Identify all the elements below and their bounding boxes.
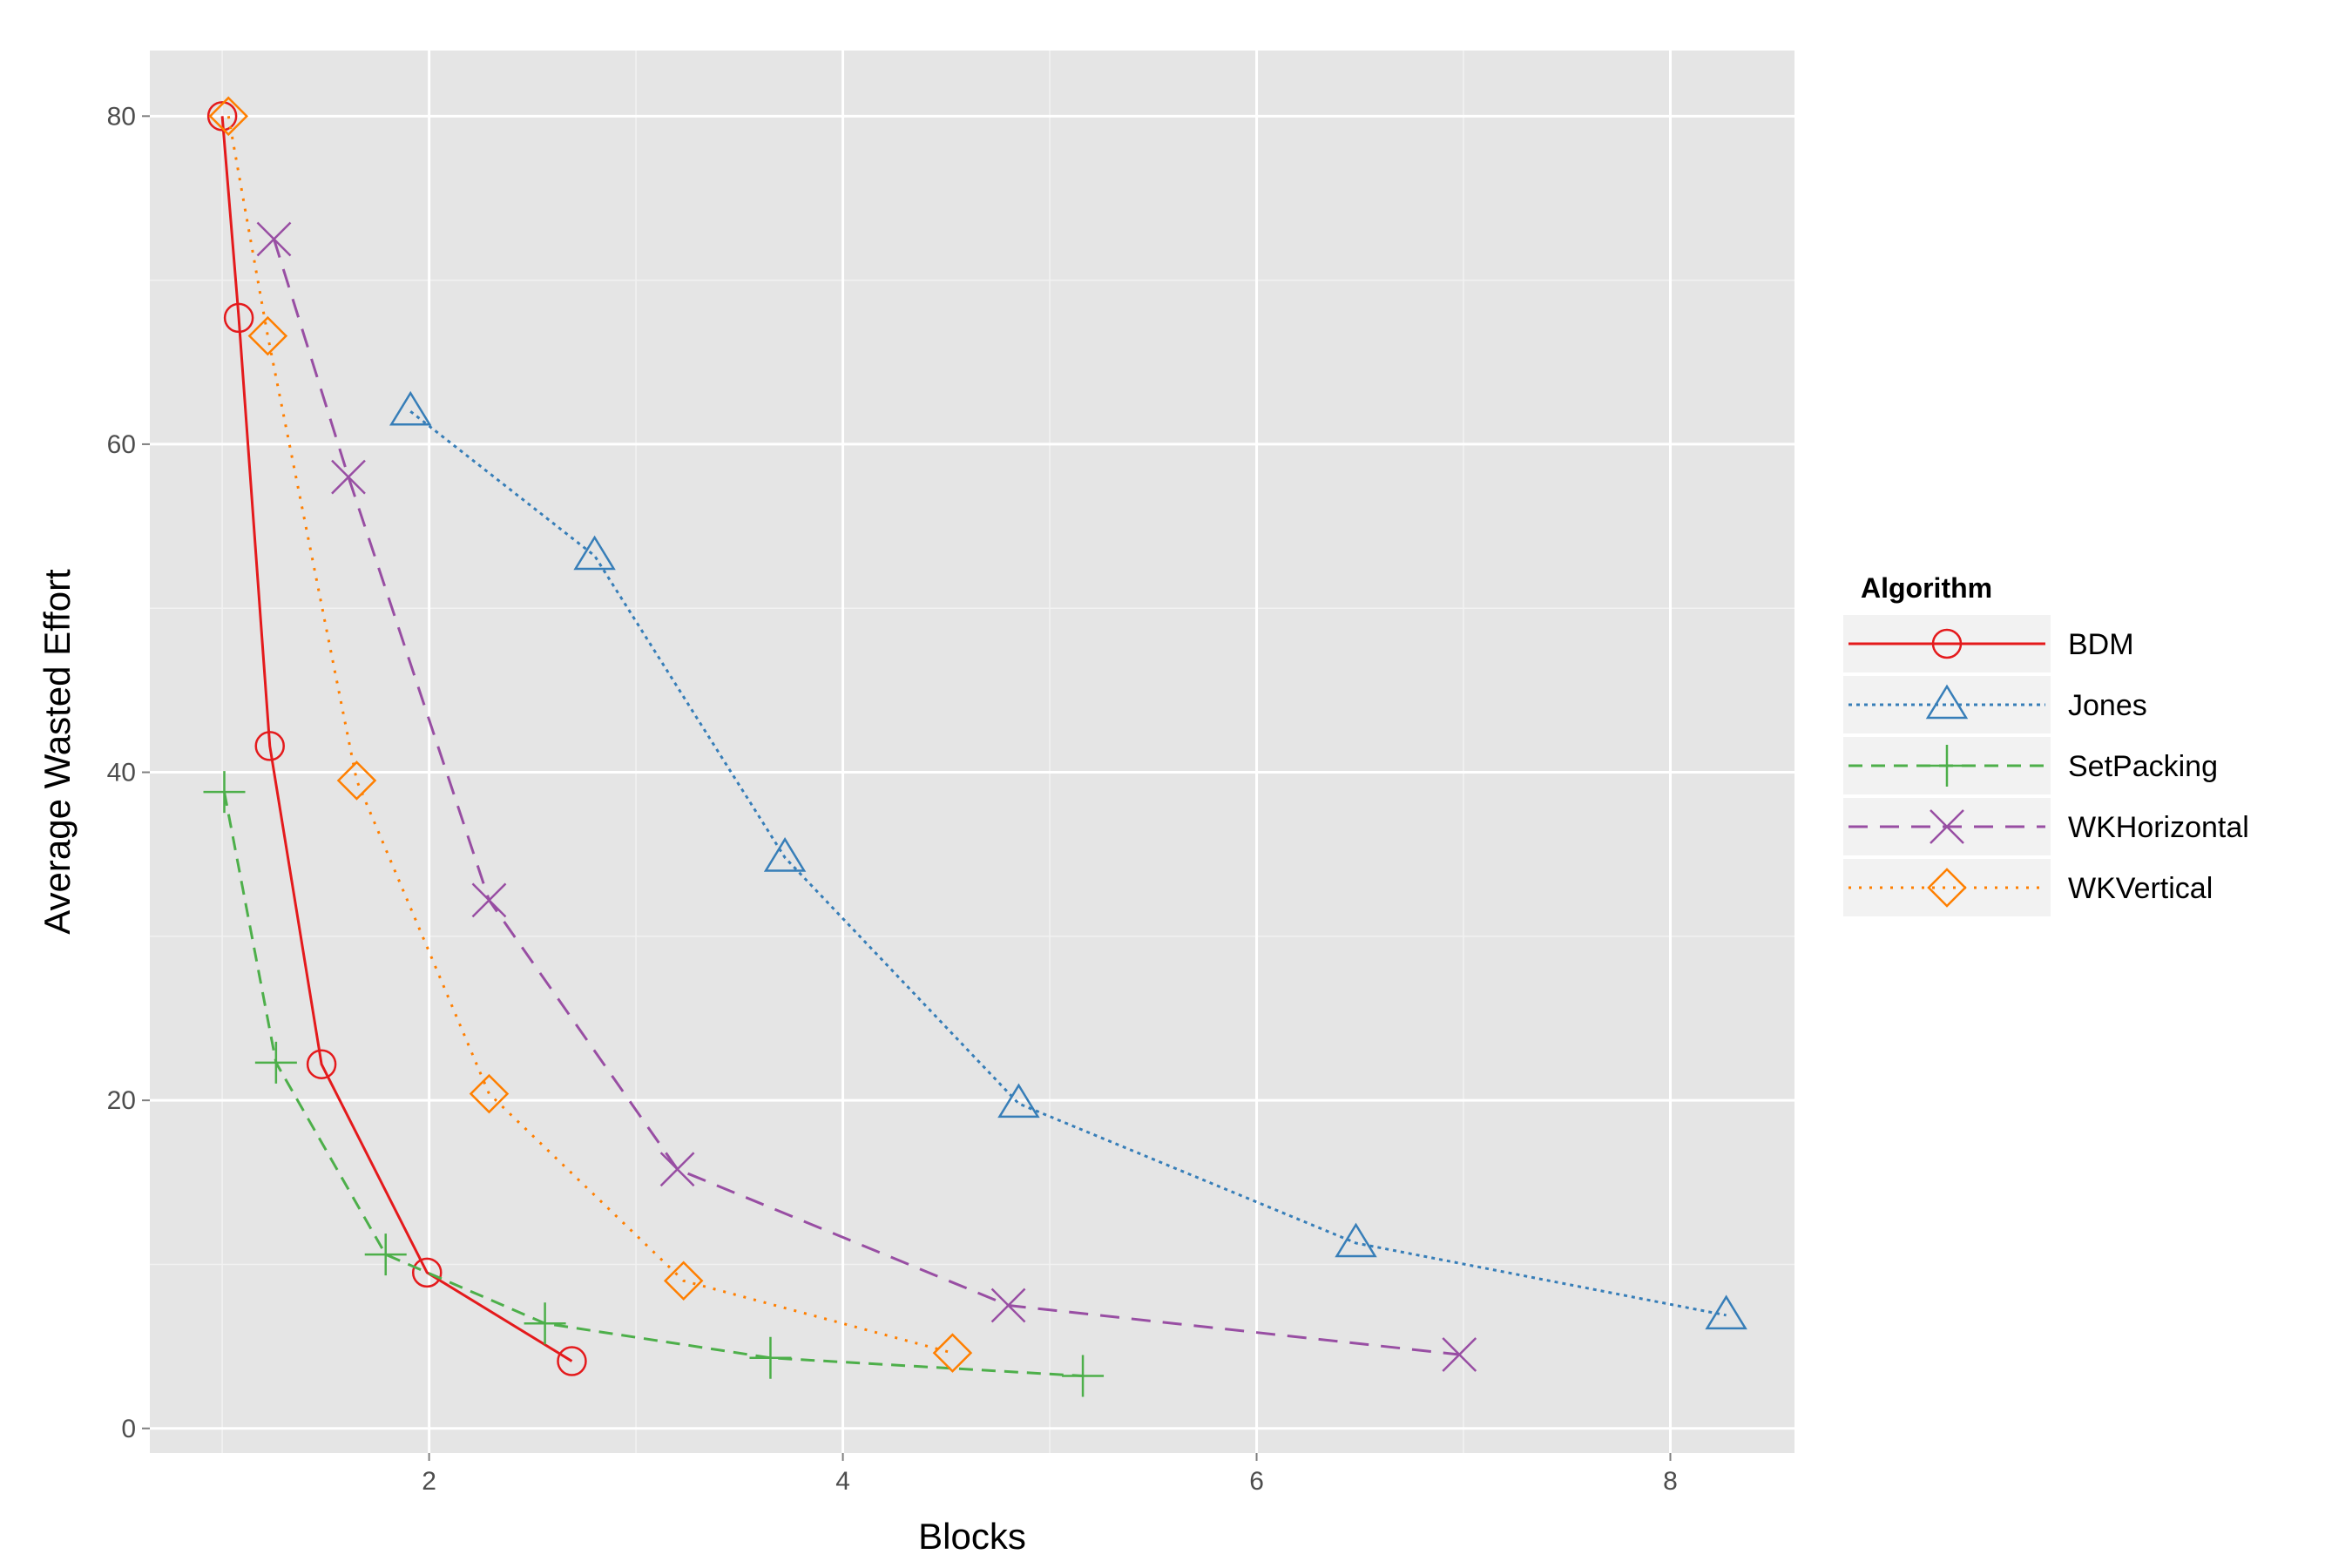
data-point-wkvertical bbox=[932, 1333, 973, 1373]
data-point-setpacking bbox=[254, 1041, 297, 1084]
series-line-setpacking bbox=[223, 791, 1084, 1377]
series-setpacking bbox=[203, 771, 1105, 1397]
data-point-wkvertical bbox=[336, 760, 377, 801]
data-point-wkvertical bbox=[208, 96, 249, 137]
data-point-bdm bbox=[306, 1049, 337, 1079]
data-point-setpacking bbox=[364, 1233, 407, 1276]
data-point-wkvertical bbox=[247, 315, 288, 356]
data-point-wkhorizontal bbox=[990, 1288, 1026, 1323]
y-tick-label: 0 bbox=[121, 1415, 136, 1443]
legend-marker-jones bbox=[1925, 684, 1969, 720]
legend-marker-wkhorizontal bbox=[1930, 809, 1964, 844]
legend-title: Algorithm bbox=[1861, 572, 1992, 604]
x-tick-label: 8 bbox=[1663, 1467, 1678, 1496]
x-tick-label: 4 bbox=[835, 1467, 850, 1496]
x-tick-label: 6 bbox=[1249, 1467, 1264, 1496]
legend-marker-wkvertical bbox=[1927, 868, 1967, 908]
x-tick-label: 2 bbox=[422, 1467, 436, 1496]
data-point-setpacking bbox=[203, 771, 246, 814]
data-point-setpacking bbox=[1062, 1355, 1105, 1397]
series-wkhorizontal bbox=[256, 221, 1477, 1372]
series-line-bdm bbox=[220, 116, 573, 1362]
data-point-jones bbox=[389, 390, 432, 426]
x-axis-title: Blocks bbox=[918, 1516, 1026, 1557]
data-point-bdm bbox=[557, 1346, 587, 1376]
legend-label-setpacking: SetPacking bbox=[2068, 750, 2218, 783]
legend-label-jones: Jones bbox=[2068, 689, 2147, 722]
data-point-setpacking bbox=[749, 1336, 792, 1379]
y-axis: 0 20 40 60 80 bbox=[107, 102, 150, 1443]
data-point-bdm bbox=[206, 101, 238, 132]
series-line-jones bbox=[409, 410, 1727, 1317]
data-point-jones bbox=[763, 837, 807, 872]
data-point-wkvertical bbox=[469, 1073, 510, 1114]
y-tick-label: 80 bbox=[107, 102, 136, 131]
x-axis: 2 4 6 8 bbox=[422, 1453, 1678, 1496]
y-tick-label: 20 bbox=[107, 1086, 136, 1115]
data-point-bdm bbox=[223, 302, 254, 334]
data-point-jones bbox=[997, 1083, 1040, 1119]
plot-background bbox=[150, 51, 1794, 1453]
legend: Algorithm BDM Jones SetPacking WKHorizontal… bbox=[1843, 572, 2249, 916]
data-point-jones bbox=[1705, 1294, 1747, 1330]
data-point-wkvertical bbox=[663, 1260, 704, 1301]
series-jones bbox=[389, 390, 1747, 1330]
data-point-wkhorizontal bbox=[659, 1152, 695, 1187]
legend-label-wkhorizontal: WKHorizontal bbox=[2068, 811, 2249, 844]
data-point-wkhorizontal bbox=[331, 459, 366, 495]
data-point-bdm bbox=[411, 1257, 443, 1288]
legend-key-wkvertical bbox=[1843, 859, 2051, 916]
data-point-wkhorizontal bbox=[1442, 1337, 1477, 1372]
series-wkvertical bbox=[208, 96, 973, 1373]
data-point-bdm bbox=[254, 731, 285, 761]
legend-label-wkvertical: WKVertical bbox=[2068, 872, 2213, 905]
series-bdm bbox=[206, 101, 587, 1376]
data-point-jones bbox=[573, 535, 616, 571]
major-grid bbox=[150, 51, 1794, 1453]
legend-marker-setpacking bbox=[1926, 745, 1968, 787]
data-point-wkhorizontal bbox=[256, 221, 292, 257]
y-tick-label: 40 bbox=[107, 759, 136, 787]
data-point-wkhorizontal bbox=[471, 882, 507, 918]
y-axis-title: Average Wasted Effort bbox=[37, 569, 78, 935]
legend-marker-bdm bbox=[1931, 628, 1963, 659]
y-tick-label: 60 bbox=[107, 430, 136, 459]
data-point-jones bbox=[1335, 1222, 1377, 1258]
legend-label-bdm: BDM bbox=[2068, 628, 2134, 661]
series-layer bbox=[203, 96, 1747, 1397]
data-point-setpacking bbox=[524, 1302, 566, 1345]
series-line-wkhorizontal bbox=[273, 239, 1460, 1356]
